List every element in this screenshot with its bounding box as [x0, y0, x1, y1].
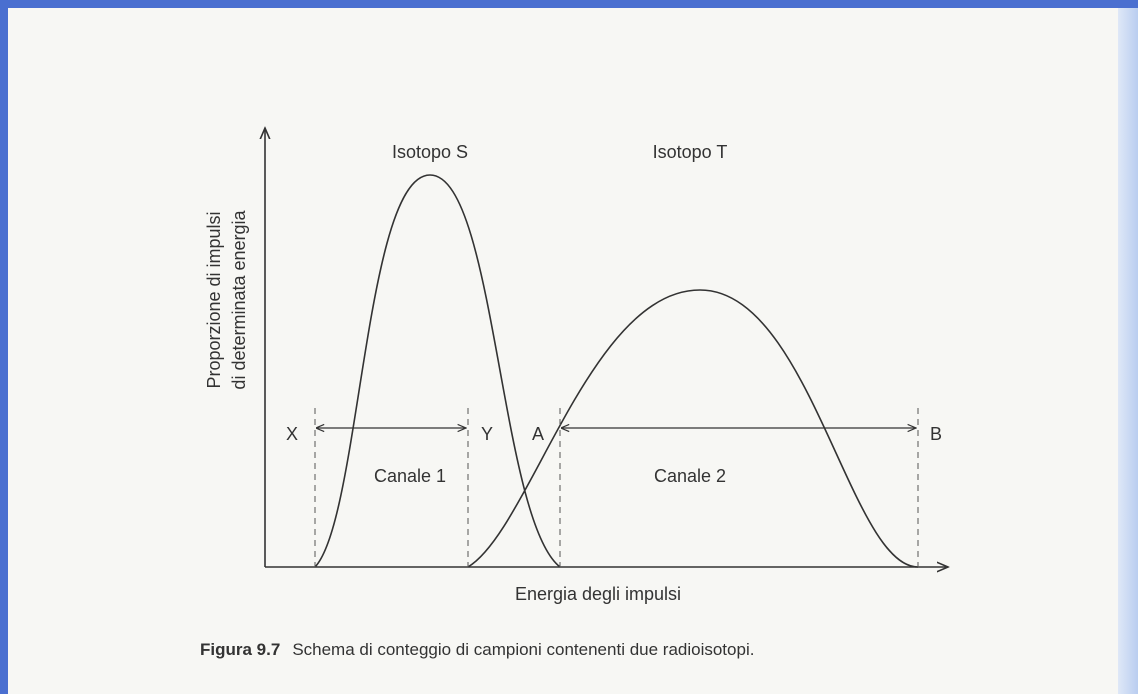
side-strip: [1118, 8, 1138, 694]
channel-label: Canale 1: [374, 466, 446, 486]
paper: [8, 8, 1118, 694]
point-label: Y: [481, 424, 493, 444]
curve-s: [314, 174, 561, 568]
axes: [265, 128, 948, 567]
caption-number: Figura 9.7: [200, 640, 280, 659]
point-label: A: [532, 424, 544, 444]
y-axis-label: Proporzione di impulsi: [204, 211, 224, 388]
curve-label: Isotopo T: [653, 142, 728, 162]
y-axis-label: di determinata energia: [229, 209, 249, 389]
curve-t: [467, 289, 919, 568]
caption: Figura 9.7 Schema di conteggio di campion…: [200, 640, 754, 659]
dashed-lines: [314, 408, 919, 567]
caption-text: Schema di conteggio di campioni contenen…: [292, 640, 754, 659]
curve-label: Isotopo S: [392, 142, 468, 162]
point-label: X: [286, 424, 298, 444]
x-axis-label: Energia degli impulsi: [515, 584, 681, 604]
channel-label: Canale 2: [654, 466, 726, 486]
point-label: B: [930, 424, 942, 444]
